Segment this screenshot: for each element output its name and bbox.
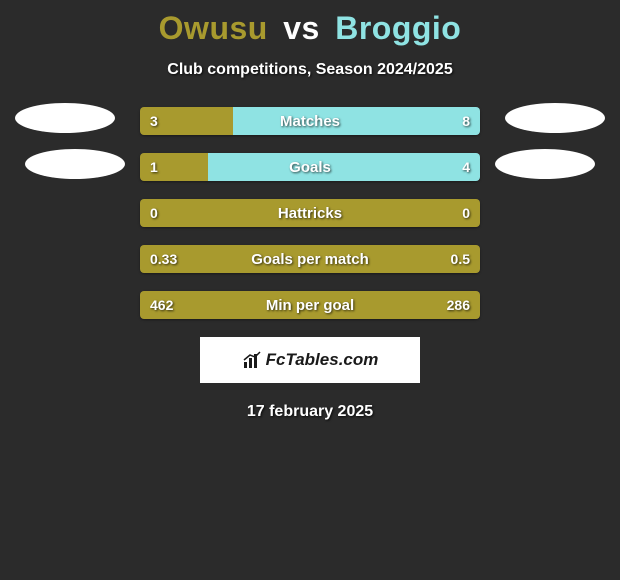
stat-row: 3Matches8 [140,107,480,135]
stat-label: Matches [140,107,480,135]
stat-row: 0.33Goals per match0.5 [140,245,480,273]
stat-label: Goals [140,153,480,181]
stat-rows-container: 3Matches8 1Goals4 0Hattricks0 0.33Goals per… [70,107,550,319]
stat-row: 1Goals4 [140,153,480,181]
stat-row: 462Min per goal286 [140,291,480,319]
decorative-ellipse [15,103,115,133]
stat-row: 0Hattricks0 [140,199,480,227]
right-value: 4 [462,153,470,181]
vs-text: vs [283,10,320,46]
player1-name: Owusu [159,10,268,46]
right-value: 286 [447,291,470,319]
stat-label: Min per goal [140,291,480,319]
player2-name: Broggio [335,10,461,46]
right-value: 0.5 [451,245,470,273]
brand-text: FcTables.com [266,350,379,370]
comparison-title: Owusu vs Broggio [0,0,620,47]
brand-box: FcTables.com [200,337,420,383]
decorative-ellipse [25,149,125,179]
date-text: 17 february 2025 [0,403,620,421]
decorative-ellipse [505,103,605,133]
chart-icon [242,350,262,370]
decorative-ellipse [495,149,595,179]
right-value: 8 [462,107,470,135]
right-value: 0 [462,199,470,227]
stat-label: Hattricks [140,199,480,227]
stat-label: Goals per match [140,245,480,273]
subtitle: Club competitions, Season 2024/2025 [0,61,620,79]
